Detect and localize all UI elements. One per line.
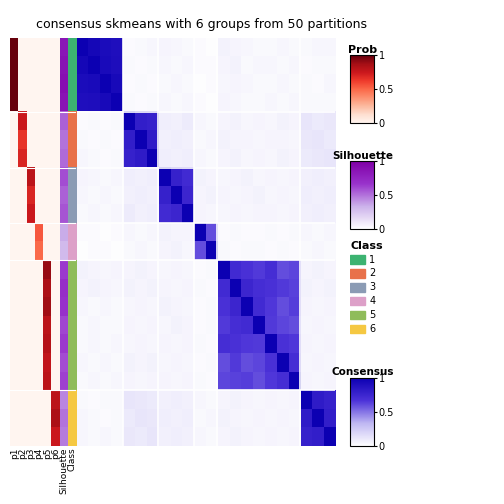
X-axis label: p4: p4 bbox=[34, 448, 43, 459]
Bar bbox=[350, 269, 365, 278]
Text: 5: 5 bbox=[369, 310, 375, 320]
X-axis label: p2: p2 bbox=[18, 448, 27, 459]
Text: 2: 2 bbox=[369, 269, 375, 279]
Title: Consensus: Consensus bbox=[331, 367, 394, 377]
Text: 4: 4 bbox=[369, 296, 375, 306]
X-axis label: p3: p3 bbox=[26, 448, 35, 459]
X-axis label: p5: p5 bbox=[43, 448, 52, 459]
Text: 1: 1 bbox=[369, 255, 375, 265]
X-axis label: Class: Class bbox=[68, 448, 77, 471]
Bar bbox=[350, 325, 365, 333]
Text: 6: 6 bbox=[369, 324, 375, 334]
Title: Prob: Prob bbox=[348, 45, 377, 54]
Bar bbox=[350, 311, 365, 319]
Bar bbox=[350, 256, 365, 264]
Text: Class: Class bbox=[350, 241, 383, 251]
Text: consensus skmeans with 6 groups from 50 partitions: consensus skmeans with 6 groups from 50 … bbox=[36, 18, 367, 31]
X-axis label: p1: p1 bbox=[10, 448, 19, 459]
X-axis label: p6: p6 bbox=[51, 448, 60, 459]
Bar bbox=[350, 283, 365, 291]
Bar bbox=[350, 297, 365, 305]
X-axis label: Silhouette: Silhouette bbox=[59, 448, 68, 494]
Text: 3: 3 bbox=[369, 282, 375, 292]
Title: Silhouette: Silhouette bbox=[332, 151, 393, 160]
